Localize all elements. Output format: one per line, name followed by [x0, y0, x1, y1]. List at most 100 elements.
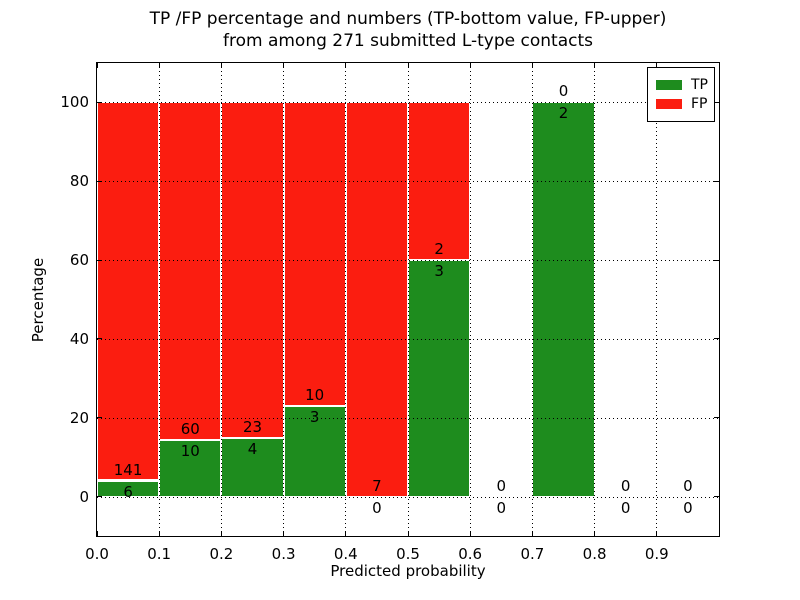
fp-count-label: 2: [434, 240, 444, 259]
tp-count-label: 0: [620, 498, 631, 517]
horizontal-gridline: [97, 102, 719, 104]
fp-count-label: 10: [305, 385, 325, 404]
x-tickmark-top: [531, 63, 533, 68]
vertical-gridline: [531, 63, 533, 536]
y-tickmark-right: [714, 259, 719, 261]
legend: TP FP: [647, 67, 715, 122]
x-tickmark-bottom: [656, 531, 658, 536]
plot-area: 141 6 60 10 23 4 10 3 7 0 2 3 0 0 0 2 0 0 0 0 0 20 40 60 80 100 0.…: [60, 62, 720, 562]
fp-count-label: 60: [180, 420, 200, 439]
x-tickmark-bottom: [96, 531, 98, 536]
tp-count-label: 4: [247, 440, 258, 459]
fp-count-label: 141: [113, 460, 143, 479]
y-tickmark-right: [714, 338, 719, 340]
x-tickmark-bottom: [345, 531, 347, 536]
fp-bar-segment: [283, 102, 346, 406]
x-tickmark-bottom: [531, 531, 533, 536]
tp-bar-segment: [283, 405, 346, 497]
fp-bar-segment: [221, 102, 284, 439]
x-tick-label: 0.9: [644, 545, 669, 563]
x-tickmark-top: [96, 63, 98, 68]
x-tickmark-bottom: [283, 531, 285, 536]
horizontal-gridline: [97, 417, 719, 419]
y-tickmark-left: [97, 496, 102, 498]
tp-bar-segment: [408, 260, 471, 497]
chart-title-line1: TP /FP percentage and numbers (TP-bottom…: [149, 9, 667, 29]
y-tickmark-right: [714, 417, 719, 419]
x-tickmark-bottom: [220, 531, 222, 536]
x-tick-label: 0.2: [209, 545, 234, 563]
x-tickmark-top: [656, 63, 658, 68]
y-tick-label: 40: [69, 329, 89, 348]
fp-count-label: 23: [242, 418, 263, 437]
vertical-gridline: [158, 63, 160, 536]
x-tick-label: 0.0: [85, 545, 109, 563]
chart-title-line2: from among 271 submitted L-type contacts: [222, 31, 593, 51]
fp-count-label: 0: [496, 476, 507, 495]
legend-entry-fp: FP: [656, 96, 708, 112]
fp-bar-segment: [159, 102, 222, 441]
y-tickmark-left: [97, 180, 102, 182]
x-tickmark-top: [283, 63, 285, 68]
y-tickmark-left: [97, 338, 102, 340]
fp-count-label: 0: [620, 476, 631, 495]
x-tickmark-top: [158, 63, 160, 68]
x-axis-title: Predicted probability: [330, 562, 486, 580]
vertical-gridline: [656, 63, 658, 536]
y-tickmark-left: [97, 101, 102, 103]
y-tick-label: 60: [69, 251, 89, 270]
horizontal-gridline: [97, 338, 719, 340]
tp-bar-segment: [159, 440, 222, 497]
x-tickmark-bottom: [158, 531, 160, 536]
legend-entry-tp: TP: [656, 77, 708, 93]
fp-bar-segment: [345, 102, 408, 497]
x-tick-label: 0.5: [396, 545, 420, 563]
x-tickmark-top: [594, 63, 596, 68]
tp-bar-segment: [97, 480, 160, 497]
x-tick-label: 0.6: [458, 545, 483, 563]
vertical-gridline: [407, 63, 409, 536]
tp-count-label: 3: [434, 262, 444, 281]
fp-count-label: 7: [372, 476, 382, 495]
fp-bar-segment: [97, 102, 160, 481]
fp-bar-segment: [408, 102, 471, 261]
tp-legend-label: TP: [691, 77, 708, 93]
fp-legend-label: FP: [691, 96, 708, 112]
fp-legend-swatch: [656, 99, 682, 109]
tp-bar-segment: [532, 102, 595, 497]
y-tickmark-right: [714, 496, 719, 498]
y-tickmark-left: [97, 259, 102, 261]
x-tick-label: 0.7: [520, 545, 545, 563]
x-tickmark-top: [220, 63, 222, 68]
horizontal-gridline: [97, 260, 719, 262]
x-tick-label: 0.3: [271, 545, 296, 563]
y-tickmark-right: [714, 180, 719, 182]
y-tick-label: 100: [60, 93, 89, 112]
tp-count-label: 10: [180, 442, 200, 461]
tp-count-label: 0: [496, 498, 507, 517]
vertical-gridline: [220, 63, 222, 536]
x-tick-label: 0.4: [333, 545, 358, 563]
tp-count-label: 0: [683, 498, 693, 517]
tp-count-label: 6: [123, 482, 133, 501]
tp-count-label: 2: [558, 104, 569, 123]
vertical-gridline: [283, 63, 285, 536]
x-tick-label: 0.8: [582, 545, 607, 563]
x-tickmark-top: [345, 63, 347, 68]
y-tick-label: 0: [79, 487, 89, 506]
tp-count-label: 3: [309, 407, 320, 426]
fp-count-label: 0: [683, 476, 693, 495]
x-tickmark-bottom: [594, 531, 596, 536]
horizontal-gridline: [97, 496, 719, 498]
tp-bar-segment: [221, 438, 284, 497]
tp-legend-swatch: [656, 80, 682, 90]
vertical-gridline: [345, 63, 347, 536]
vertical-gridline: [469, 63, 471, 536]
x-tickmark-top: [469, 63, 471, 68]
y-tickmark-right: [714, 101, 719, 103]
x-tickmark-top: [407, 63, 409, 68]
horizontal-gridline: [97, 181, 719, 183]
y-tick-label: 80: [69, 172, 89, 191]
plot-canvas: 141 6 60 10 23 4 10 3 7 0 2 3 0 0 0 2 0 0 0 0 0 20 40 60 80 100 0.…: [60, 63, 719, 562]
